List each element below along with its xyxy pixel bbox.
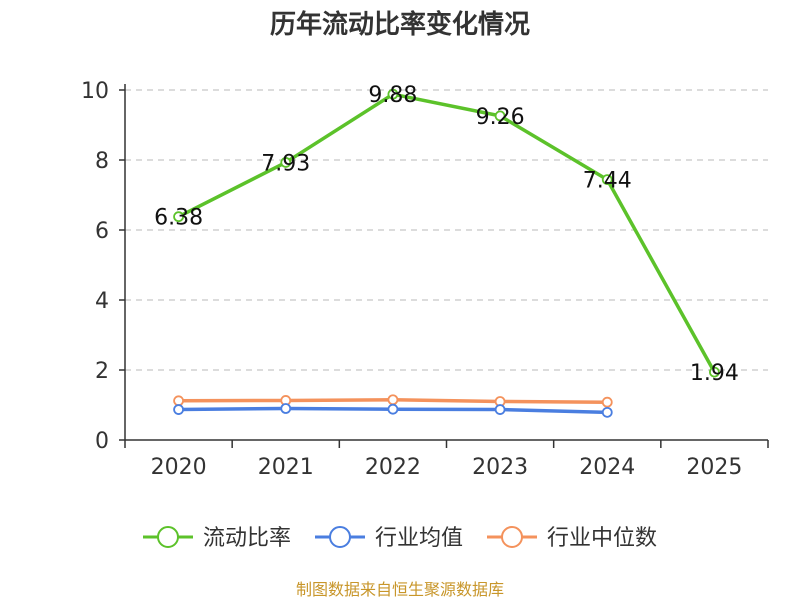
y-tick-label: 2 (95, 359, 109, 384)
series-point (173, 395, 184, 407)
y-tick-label: 8 (95, 149, 109, 174)
series-point (173, 211, 184, 223)
source-note: 制图数据来自恒生聚源数据库 (296, 580, 504, 599)
data-label: 7.93 (261, 151, 310, 176)
grid-lines (125, 89, 768, 371)
series-point (494, 404, 506, 415)
data-label: 1.94 (690, 361, 739, 386)
series-point (173, 404, 184, 415)
chart-title: 历年流动比率变化情况 (270, 9, 530, 40)
data-label: 9.88 (368, 83, 417, 108)
y-tick-label: 10 (81, 79, 109, 104)
series-point (387, 394, 399, 406)
series-point (709, 366, 720, 378)
series-point (280, 403, 292, 414)
series-line (176, 92, 717, 374)
x-tick-label: 2024 (579, 455, 635, 480)
x-tick-label: 2020 (151, 455, 207, 480)
data-label: 9.26 (476, 105, 525, 130)
legend-marker (157, 526, 179, 548)
y-tick-label: 0 (95, 429, 109, 454)
series-point (387, 403, 399, 415)
series-point (494, 110, 506, 122)
legend-label: 行业中位数 (547, 526, 657, 551)
legend-marker (329, 526, 351, 548)
y-tick-label: 4 (95, 289, 109, 314)
data-label: 7.44 (583, 169, 632, 194)
series-lines (173, 88, 720, 418)
x-tick-label: 2022 (365, 455, 421, 480)
series-point (387, 88, 399, 100)
series-point (280, 157, 292, 168)
legend-marker (501, 526, 523, 548)
series-point (601, 174, 613, 186)
axes: 0 2 4 6 8 10 2020 2021 2022 2023 2024 2025 (81, 79, 769, 480)
legend-label: 流动比率 (203, 526, 291, 551)
x-tick-label: 2023 (472, 455, 528, 480)
legend-label: 行业均值 (375, 526, 463, 551)
x-tick-label: 2021 (258, 455, 314, 480)
y-tick-label: 6 (95, 219, 109, 244)
data-labels: 6.38 7.93 9.88 9.26 7.44 1.94 (154, 83, 739, 386)
data-label: 6.38 (154, 206, 203, 231)
x-tick-label: 2025 (686, 455, 742, 480)
series-point (601, 406, 613, 418)
legend: 流动比率 行业均值 行业中位数 (143, 526, 657, 551)
series-point (601, 396, 613, 408)
